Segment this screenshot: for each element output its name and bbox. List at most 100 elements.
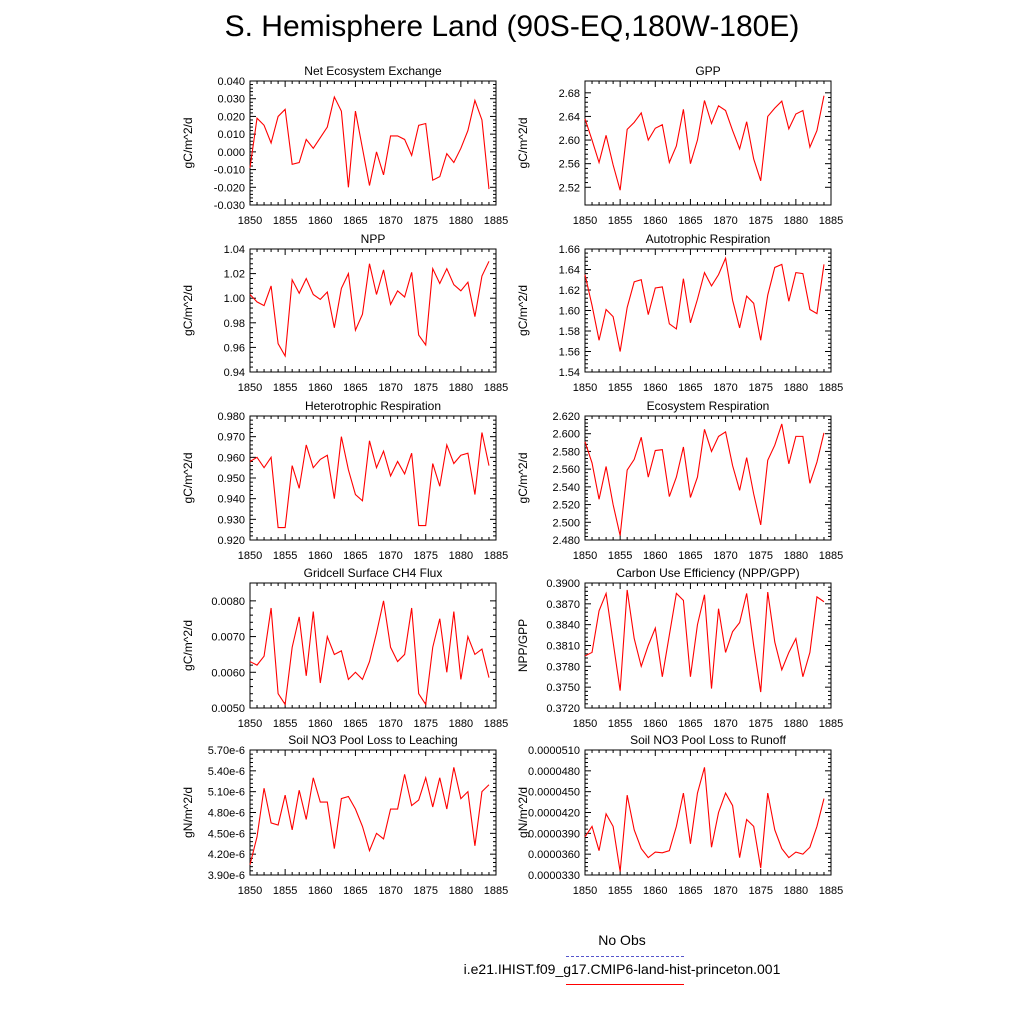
y-tick-label: 0.940 [217,494,245,506]
x-tick-label: 1855 [273,550,297,562]
x-tick-label: 1880 [784,382,808,394]
y-tick-label: 0.3750 [546,682,580,694]
x-tick-label: 1870 [378,718,402,730]
x-tick-label: 1860 [308,718,332,730]
y-axis-label: gC/m^2/d [181,285,195,336]
y-tick-label: 1.54 [559,367,580,379]
panel-title: Soil NO3 Pool Loss to Runoff [630,733,787,747]
x-tick-label: 1885 [819,550,843,562]
legend-run-line [566,984,684,985]
y-tick-label: 0.0000420 [528,808,580,820]
y-tick-label: 0.0060 [211,667,245,679]
y-axis-label: gC/m^2/d [516,285,530,336]
y-tick-label: 1.62 [559,285,580,297]
y-tick-label: 0.950 [217,473,245,485]
panel-4: 1850 1855 1860 1865 1870 1875 1880 1885 1.66 1.64… [516,232,843,394]
y-tick-label: 2.500 [552,517,580,529]
x-tick-label: 1870 [713,382,737,394]
x-tick-label: 1880 [784,550,808,562]
y-tick-label: 2.60 [559,135,580,147]
legend-run-label: i.e21.IHIST.f09_g17.CMIP6-land-hist-prin… [463,961,781,977]
x-tick-label: 1885 [819,215,843,227]
x-tick-label: 1850 [573,550,597,562]
x-tick-label: 1885 [484,215,508,227]
y-tick-label: 0.970 [217,432,245,444]
y-tick-label: 0.920 [217,535,245,547]
y-tick-label: 2.600 [552,429,580,441]
panel-9: 1850 1855 1860 1865 1870 1875 1880 1885 5.70e-6 5… [181,733,508,897]
series-line [584,423,825,536]
x-tick-label: 1860 [308,550,332,562]
x-tick-label: 1875 [748,718,772,730]
panel-title: Soil NO3 Pool Loss to Leaching [288,733,457,747]
y-tick-label: 0.0050 [211,703,245,715]
panel-2: 1850 1855 1860 1865 1870 1875 1880 1885 2.68 2.64… [516,64,843,227]
x-tick-label: 1850 [573,215,597,227]
panel-10: 1850 1855 1860 1865 1870 1875 1880 1885 0.000051… [516,733,843,897]
x-tick-label: 1855 [608,885,632,897]
x-tick-label: 1860 [308,382,332,394]
x-tick-label: 1880 [449,550,473,562]
x-tick-label: 1865 [343,382,367,394]
y-tick-label: 1.04 [224,244,245,256]
x-tick-label: 1875 [748,550,772,562]
panel-3: 1850 1855 1860 1865 1870 1875 1880 1885 1.04 1.02… [181,232,508,394]
x-tick-label: 1880 [784,215,808,227]
x-tick-label: 1860 [643,215,667,227]
y-tick-label: 4.80e-6 [208,808,245,820]
panel-6: 1850 1855 1860 1865 1870 1875 1880 1885 2.620 2.6… [516,399,843,562]
y-tick-label: 1.64 [559,265,580,277]
y-tick-label: 1.58 [559,326,580,338]
x-tick-label: 1865 [678,215,702,227]
x-tick-label: 1870 [713,718,737,730]
x-tick-label: 1855 [273,215,297,227]
plot-frame [249,582,497,709]
x-tick-label: 1865 [343,550,367,562]
panel-title: NPP [361,232,386,246]
series-line [584,95,825,191]
y-tick-label: 0.0080 [211,596,245,608]
plot-frame [249,749,497,876]
y-axis-label: gC/m^2/d [181,453,195,504]
y-tick-label: 2.52 [559,182,580,194]
panel-5: 1850 1855 1860 1865 1870 1875 1880 1885 0.980 0.9… [181,399,508,562]
y-tick-label: 0.020 [217,111,245,123]
y-tick-label: 5.10e-6 [208,787,245,799]
x-tick-label: 1870 [713,885,737,897]
y-tick-label: 2.580 [552,446,580,458]
x-tick-label: 1875 [413,885,437,897]
series-line [249,95,490,190]
y-tick-label: 1.02 [224,269,245,281]
y-tick-label: 4.50e-6 [208,828,245,840]
y-tick-label: 2.540 [552,482,580,494]
y-tick-label: 0.030 [217,94,245,106]
y-tick-label: 0.0000480 [528,766,580,778]
y-tick-label: 1.66 [559,244,580,256]
series-line [584,767,825,872]
y-tick-label: 0.010 [217,129,245,141]
x-tick-label: 1885 [484,550,508,562]
y-tick-label: 4.20e-6 [208,849,245,861]
x-tick-label: 1880 [449,382,473,394]
x-tick-label: 1850 [238,885,262,897]
y-tick-label: -0.030 [214,200,245,212]
x-tick-label: 1855 [608,382,632,394]
series-line [584,256,825,352]
x-tick-label: 1880 [449,718,473,730]
y-tick-label: 2.560 [552,464,580,476]
y-tick-label: 2.480 [552,535,580,547]
y-tick-label: 0.3720 [546,703,580,715]
x-tick-label: 1875 [748,215,772,227]
series-line [249,600,490,706]
x-tick-label: 1880 [449,215,473,227]
x-tick-label: 1865 [343,215,367,227]
plot-frame [584,248,832,373]
plot-frame [584,415,832,541]
x-tick-label: 1865 [678,382,702,394]
panel-title: Autotrophic Respiration [646,232,771,246]
panel-1: 1850 1855 1860 1865 1870 1875 1880 1885 0.040 0.0… [181,64,508,227]
y-tick-label: 0.3810 [546,641,580,653]
y-axis-label: gC/m^2/d [181,620,195,671]
x-tick-label: 1865 [343,718,367,730]
series-line [249,432,490,529]
